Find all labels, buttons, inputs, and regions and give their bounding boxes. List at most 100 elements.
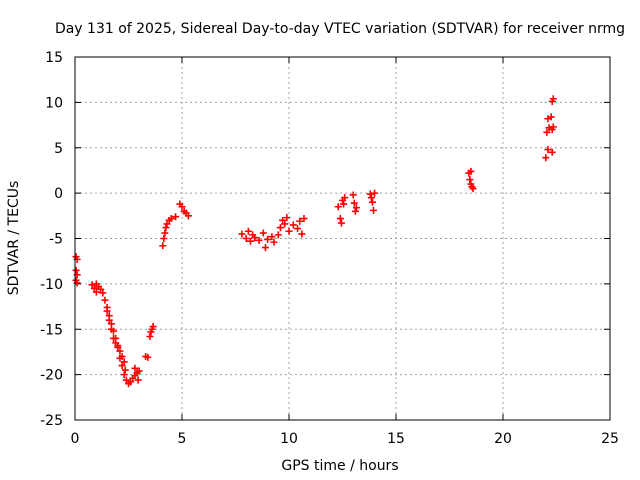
y-tick-label: -25 [40, 413, 63, 429]
y-tick-label: 5 [54, 141, 63, 157]
x-tick-label: 20 [494, 431, 512, 447]
data-point [334, 203, 342, 211]
chart-title: Day 131 of 2025, Sidereal Day-to-day VTE… [55, 21, 625, 37]
data-point [283, 214, 291, 222]
data-points [72, 95, 557, 388]
data-point [135, 367, 143, 375]
data-point [298, 230, 306, 238]
data-point [116, 354, 124, 362]
data-point [268, 233, 276, 241]
data-point [259, 229, 267, 237]
data-point [543, 128, 551, 136]
data-point [255, 236, 263, 244]
data-point [72, 266, 80, 274]
data-point [285, 227, 293, 235]
data-point [244, 227, 252, 235]
data-point [542, 154, 550, 162]
data-point [370, 206, 378, 214]
data-point [131, 364, 139, 372]
data-point [92, 288, 100, 296]
data-point [337, 219, 345, 227]
data-point [127, 378, 135, 386]
data-point [549, 95, 557, 103]
data-point [167, 215, 175, 223]
data-point [246, 237, 254, 245]
data-point [159, 242, 167, 250]
data-point [270, 238, 278, 246]
data-point [367, 194, 375, 202]
data-point [90, 284, 98, 292]
data-point [251, 234, 259, 242]
data-point [547, 113, 555, 121]
data-point [296, 217, 304, 225]
data-point [544, 146, 552, 154]
data-point [281, 220, 289, 228]
data-point [116, 347, 124, 355]
data-point [366, 190, 374, 198]
x-axis-label: GPS time / hours [281, 458, 398, 474]
data-point [110, 334, 118, 342]
data-point [121, 366, 129, 374]
data-point [144, 353, 152, 361]
data-point [120, 371, 128, 379]
data-point [350, 199, 358, 207]
data-point [349, 191, 357, 199]
data-point [149, 323, 157, 331]
data-point [352, 204, 360, 212]
data-point [184, 212, 192, 220]
data-point [103, 307, 111, 315]
data-point [276, 224, 284, 232]
data-point [238, 230, 246, 238]
y-tick-label: 15 [45, 50, 63, 66]
data-point [294, 225, 302, 233]
x-tick-label: 5 [178, 431, 187, 447]
y-tick-label: -20 [40, 368, 63, 384]
grid [75, 57, 610, 420]
data-point [105, 316, 113, 324]
data-point [120, 358, 128, 366]
data-point [242, 235, 250, 242]
data-point [274, 231, 282, 239]
data-point [340, 200, 348, 208]
data-point [99, 289, 107, 297]
data-point [264, 235, 272, 243]
x-tick-label: 10 [280, 431, 298, 447]
data-point [92, 280, 100, 288]
data-point [160, 235, 168, 242]
data-point [146, 333, 154, 341]
data-point [300, 215, 308, 223]
data-point [289, 221, 297, 229]
data-point [122, 376, 130, 384]
data-point [97, 285, 105, 293]
y-tick-label: 10 [45, 95, 63, 111]
data-point [368, 198, 376, 206]
data-point [163, 220, 171, 228]
y-tick-label: -10 [40, 277, 63, 293]
data-point [371, 189, 379, 197]
data-point [467, 167, 475, 175]
data-point [134, 376, 142, 384]
data-point [88, 281, 96, 289]
data-point [118, 362, 126, 370]
data-point [279, 216, 287, 224]
x-tick-label: 15 [387, 431, 405, 447]
data-point [261, 244, 269, 252]
data-point [161, 229, 169, 237]
y-tick-label: -5 [49, 232, 63, 248]
data-point [549, 123, 557, 131]
y-axis-label: SDTVAR / TECUs [6, 181, 22, 296]
x-axis-ticks: 0 5 10 15 20 25 [71, 57, 619, 447]
data-point [548, 148, 556, 156]
data-point [112, 339, 120, 347]
data-point [341, 194, 349, 202]
data-point [466, 176, 474, 184]
data-point [469, 185, 477, 193]
x-tick-label: 25 [601, 431, 619, 447]
y-axis-ticks: -25 -20 -15 -10 -5 0 5 10 15 [40, 50, 610, 429]
data-point [336, 215, 344, 223]
plot-frame [74, 56, 611, 421]
data-point [101, 296, 109, 304]
y-tick-label: 0 [54, 186, 63, 202]
y-tick-label: -15 [40, 322, 63, 338]
